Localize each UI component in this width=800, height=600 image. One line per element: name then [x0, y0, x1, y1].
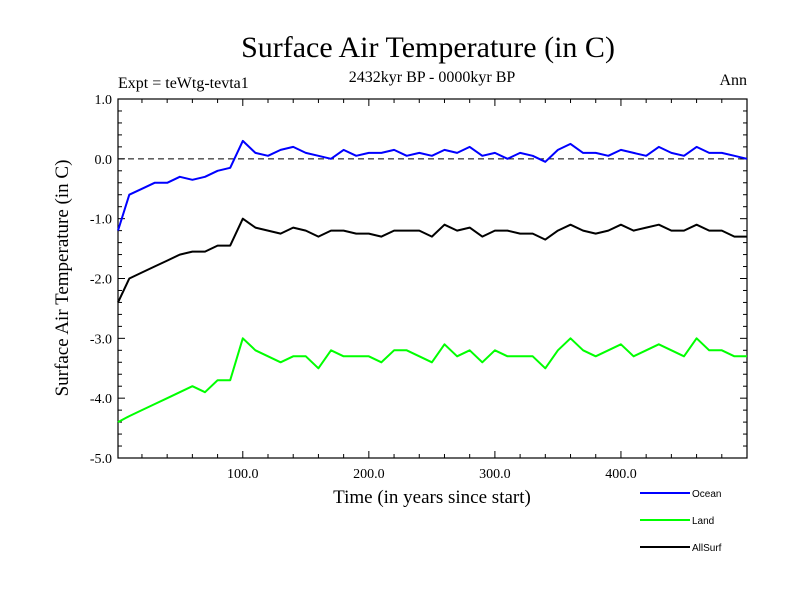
- series-line-allsurf: [117, 217, 747, 303]
- legend-label-allsurf: AllSurf: [692, 543, 722, 554]
- chart-subtitle: 2432kyr BP - 0000kyr BP: [349, 69, 516, 86]
- plot-frame: [117, 98, 748, 459]
- series-group: [117, 139, 748, 423]
- y-tick-label: -4.0: [90, 392, 112, 407]
- x-tick-label: 300.0: [479, 467, 511, 482]
- legend-label-ocean: Ocean: [692, 489, 721, 500]
- y-tick-label: -5.0: [90, 452, 112, 467]
- y-tick-label: -3.0: [90, 332, 112, 347]
- expt-label: Expt = teWtg-tevta1: [118, 75, 249, 92]
- x-tick-label: 400.0: [605, 467, 637, 482]
- y-tick-label: -2.0: [90, 273, 112, 288]
- series-line-land: [117, 337, 747, 423]
- legend: Ocean Land AllSurf: [640, 489, 722, 554]
- y-axis-label: Surface Air Temperature (in C): [52, 160, 73, 397]
- legend-label-land: Land: [692, 516, 714, 527]
- y-tick-label: 1.0: [95, 93, 113, 108]
- x-tick-label: 100.0: [227, 467, 259, 482]
- series-line-ocean: [117, 139, 748, 231]
- season-label: Ann: [719, 72, 747, 89]
- chart-title: Surface Air Temperature (in C): [241, 31, 615, 64]
- x-tick-label: 200.0: [353, 467, 385, 482]
- y-axis: 1.0 0.0 -1.0 -2.0 -3.0 -4.0 -5.0: [90, 93, 747, 467]
- y-tick-label: 0.0: [95, 153, 113, 168]
- x-axis-label: Time (in years since start): [333, 487, 531, 508]
- x-axis: 100.0 200.0 300.0 400.0: [141, 99, 723, 482]
- y-tick-label: -1.0: [90, 213, 112, 228]
